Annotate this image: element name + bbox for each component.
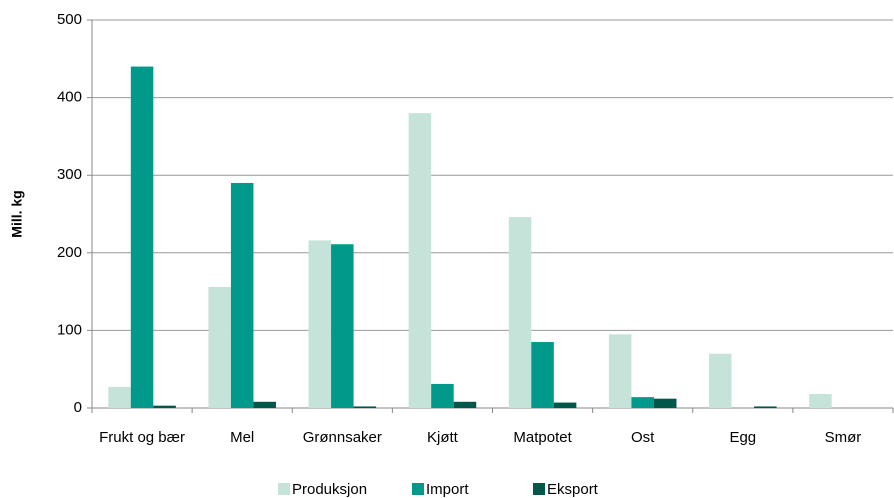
bar [653, 398, 677, 408]
bar [408, 113, 432, 409]
x-tick-label: Mel [230, 429, 254, 446]
bar [253, 401, 276, 408]
bar [631, 397, 654, 408]
y-tick-label: 200 [57, 244, 82, 261]
legend-label: Import [426, 481, 469, 498]
bar [153, 405, 176, 408]
y-tick-label: 500 [57, 11, 82, 28]
bar [453, 401, 477, 408]
bar [353, 406, 377, 408]
y-tick-label: 100 [57, 321, 82, 338]
bar [508, 217, 532, 408]
x-tick-label: Smør [825, 429, 862, 446]
bar [754, 406, 777, 408]
legend-swatch [278, 483, 290, 495]
legend-label: Eksport [547, 481, 599, 498]
x-tick-label: Frukt og bær [99, 429, 185, 446]
bar [308, 240, 332, 408]
bar [553, 402, 577, 408]
bar [208, 286, 231, 408]
legend-swatch [533, 483, 545, 495]
y-tick-label: 0 [74, 399, 82, 416]
bar [809, 394, 832, 408]
y-tick-label: 300 [57, 166, 82, 183]
x-tick-label: Ost [631, 429, 655, 446]
bar [230, 182, 254, 408]
legend-label: Produksjon [292, 481, 367, 498]
bar [130, 66, 154, 408]
bar [331, 244, 354, 408]
bar [608, 334, 632, 408]
x-tick-label: Matpotet [513, 429, 572, 446]
x-tick-label: Egg [729, 429, 756, 446]
y-axis-label: Mill. kg [9, 190, 25, 237]
bar [531, 342, 554, 408]
y-tick-label: 400 [57, 89, 82, 106]
bar [431, 383, 454, 408]
x-tick-label: Kjøtt [427, 429, 459, 446]
x-tick-label: Grønnsaker [303, 429, 382, 446]
legend-swatch [412, 483, 424, 495]
bar [709, 353, 732, 408]
bar [108, 387, 131, 408]
